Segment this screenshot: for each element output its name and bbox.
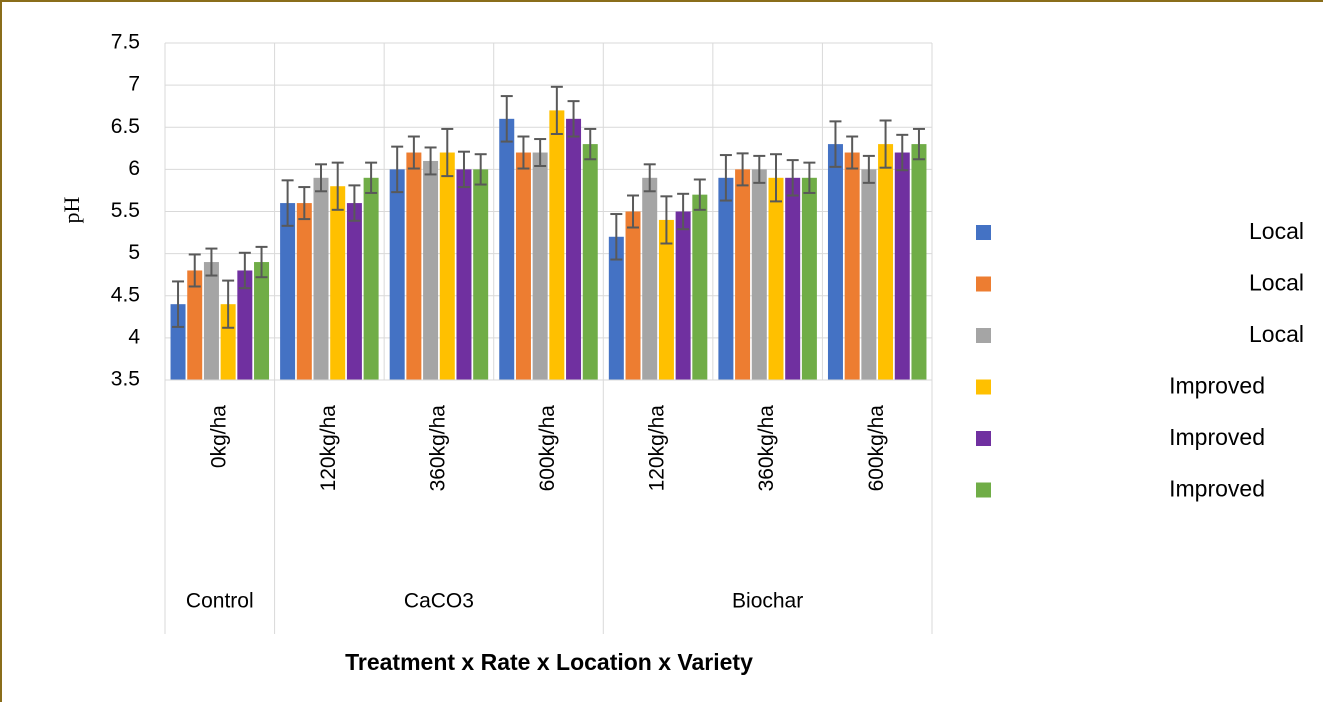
legend-swatch [976, 276, 991, 292]
y-tick-label: 6 [128, 157, 140, 180]
group-label: Biochar [732, 590, 803, 613]
bar [861, 169, 877, 380]
bar [625, 211, 641, 380]
x-tick-label: 360kg/ha [426, 405, 449, 492]
bar [237, 270, 253, 380]
bar [735, 169, 751, 380]
legend-label: Improved [1169, 476, 1265, 502]
x-tick-label: 0kg/ha [207, 405, 230, 468]
y-tick-label: 3.5 [111, 368, 140, 391]
bar [844, 152, 860, 380]
bar [346, 203, 362, 380]
bar [566, 118, 582, 380]
bar [330, 186, 346, 380]
legend-label: Improved [1169, 373, 1265, 399]
bar [187, 270, 203, 380]
y-tick-label: 5 [128, 241, 140, 264]
page-border-left [0, 0, 2, 702]
bar [801, 177, 817, 380]
error-bars [172, 85, 925, 329]
bar [220, 304, 236, 380]
bar [768, 177, 784, 380]
bar [675, 211, 691, 380]
bar [692, 194, 708, 380]
x-tick-label: 600kg/ha [865, 405, 888, 492]
legend-label: Local [1249, 218, 1304, 244]
x-tick-label: 600kg/ha [536, 405, 559, 492]
x-tick-label: 120kg/ha [646, 405, 669, 492]
y-tick-label: 7.5 [111, 31, 140, 54]
legend-label: Local [1249, 321, 1304, 347]
bar [296, 203, 312, 380]
bar [658, 219, 674, 380]
bar [363, 177, 379, 380]
grid-lines [164, 42, 933, 381]
bar [170, 304, 186, 380]
y-tick-label: 4 [128, 325, 140, 348]
legend-swatch [976, 482, 991, 498]
bar [549, 110, 565, 381]
bar [203, 262, 219, 380]
bar [751, 169, 767, 380]
bar [785, 177, 801, 380]
y-tick-label: 6.5 [111, 115, 140, 138]
bar [608, 236, 624, 380]
bar [389, 169, 405, 380]
bar [642, 177, 658, 380]
page-border-top [0, 0, 1323, 2]
bar [878, 144, 894, 380]
bar [473, 169, 489, 380]
bar [423, 160, 439, 380]
y-axis-ticks: 3.5 4 4.5 5 5.5 6 6.5 7 7.5 [111, 31, 141, 391]
group-label: Control [186, 590, 254, 613]
bar [313, 177, 329, 380]
legend-swatch [976, 328, 991, 343]
bars [170, 110, 927, 381]
bar [515, 152, 531, 380]
bar [280, 203, 296, 380]
bar [499, 118, 515, 380]
legend-label: Local [1249, 270, 1304, 296]
bar [718, 177, 734, 380]
legend-label: Improved [1169, 424, 1265, 450]
y-tick-label: 5.5 [111, 199, 140, 222]
x-axis-title: Treatment x Rate x Location x Variety [345, 649, 753, 675]
legend-swatch [976, 379, 991, 395]
x-tick-label: 120kg/ha [317, 405, 340, 492]
legend-swatch [976, 431, 991, 446]
bar [911, 144, 927, 380]
bar [582, 144, 598, 380]
bar [456, 169, 472, 380]
group-label: CaCO3 [404, 590, 474, 613]
bar [532, 152, 548, 380]
bar [894, 152, 910, 380]
legend-swatch [976, 225, 991, 240]
bar [254, 262, 270, 380]
bar [827, 144, 843, 380]
bar [406, 152, 422, 380]
bar [439, 152, 455, 380]
y-tick-label: 4.5 [111, 283, 140, 306]
y-axis-label: pH [59, 196, 84, 223]
y-tick-label: 7 [128, 73, 140, 96]
legend: Local Local Local Improved Improved Improved [976, 218, 1304, 502]
x-axis: 0kg/ha 120kg/ha 360kg/ha 600kg/ha 120kg/ha 36… [164, 379, 933, 634]
x-tick-label: 360kg/ha [755, 405, 778, 492]
